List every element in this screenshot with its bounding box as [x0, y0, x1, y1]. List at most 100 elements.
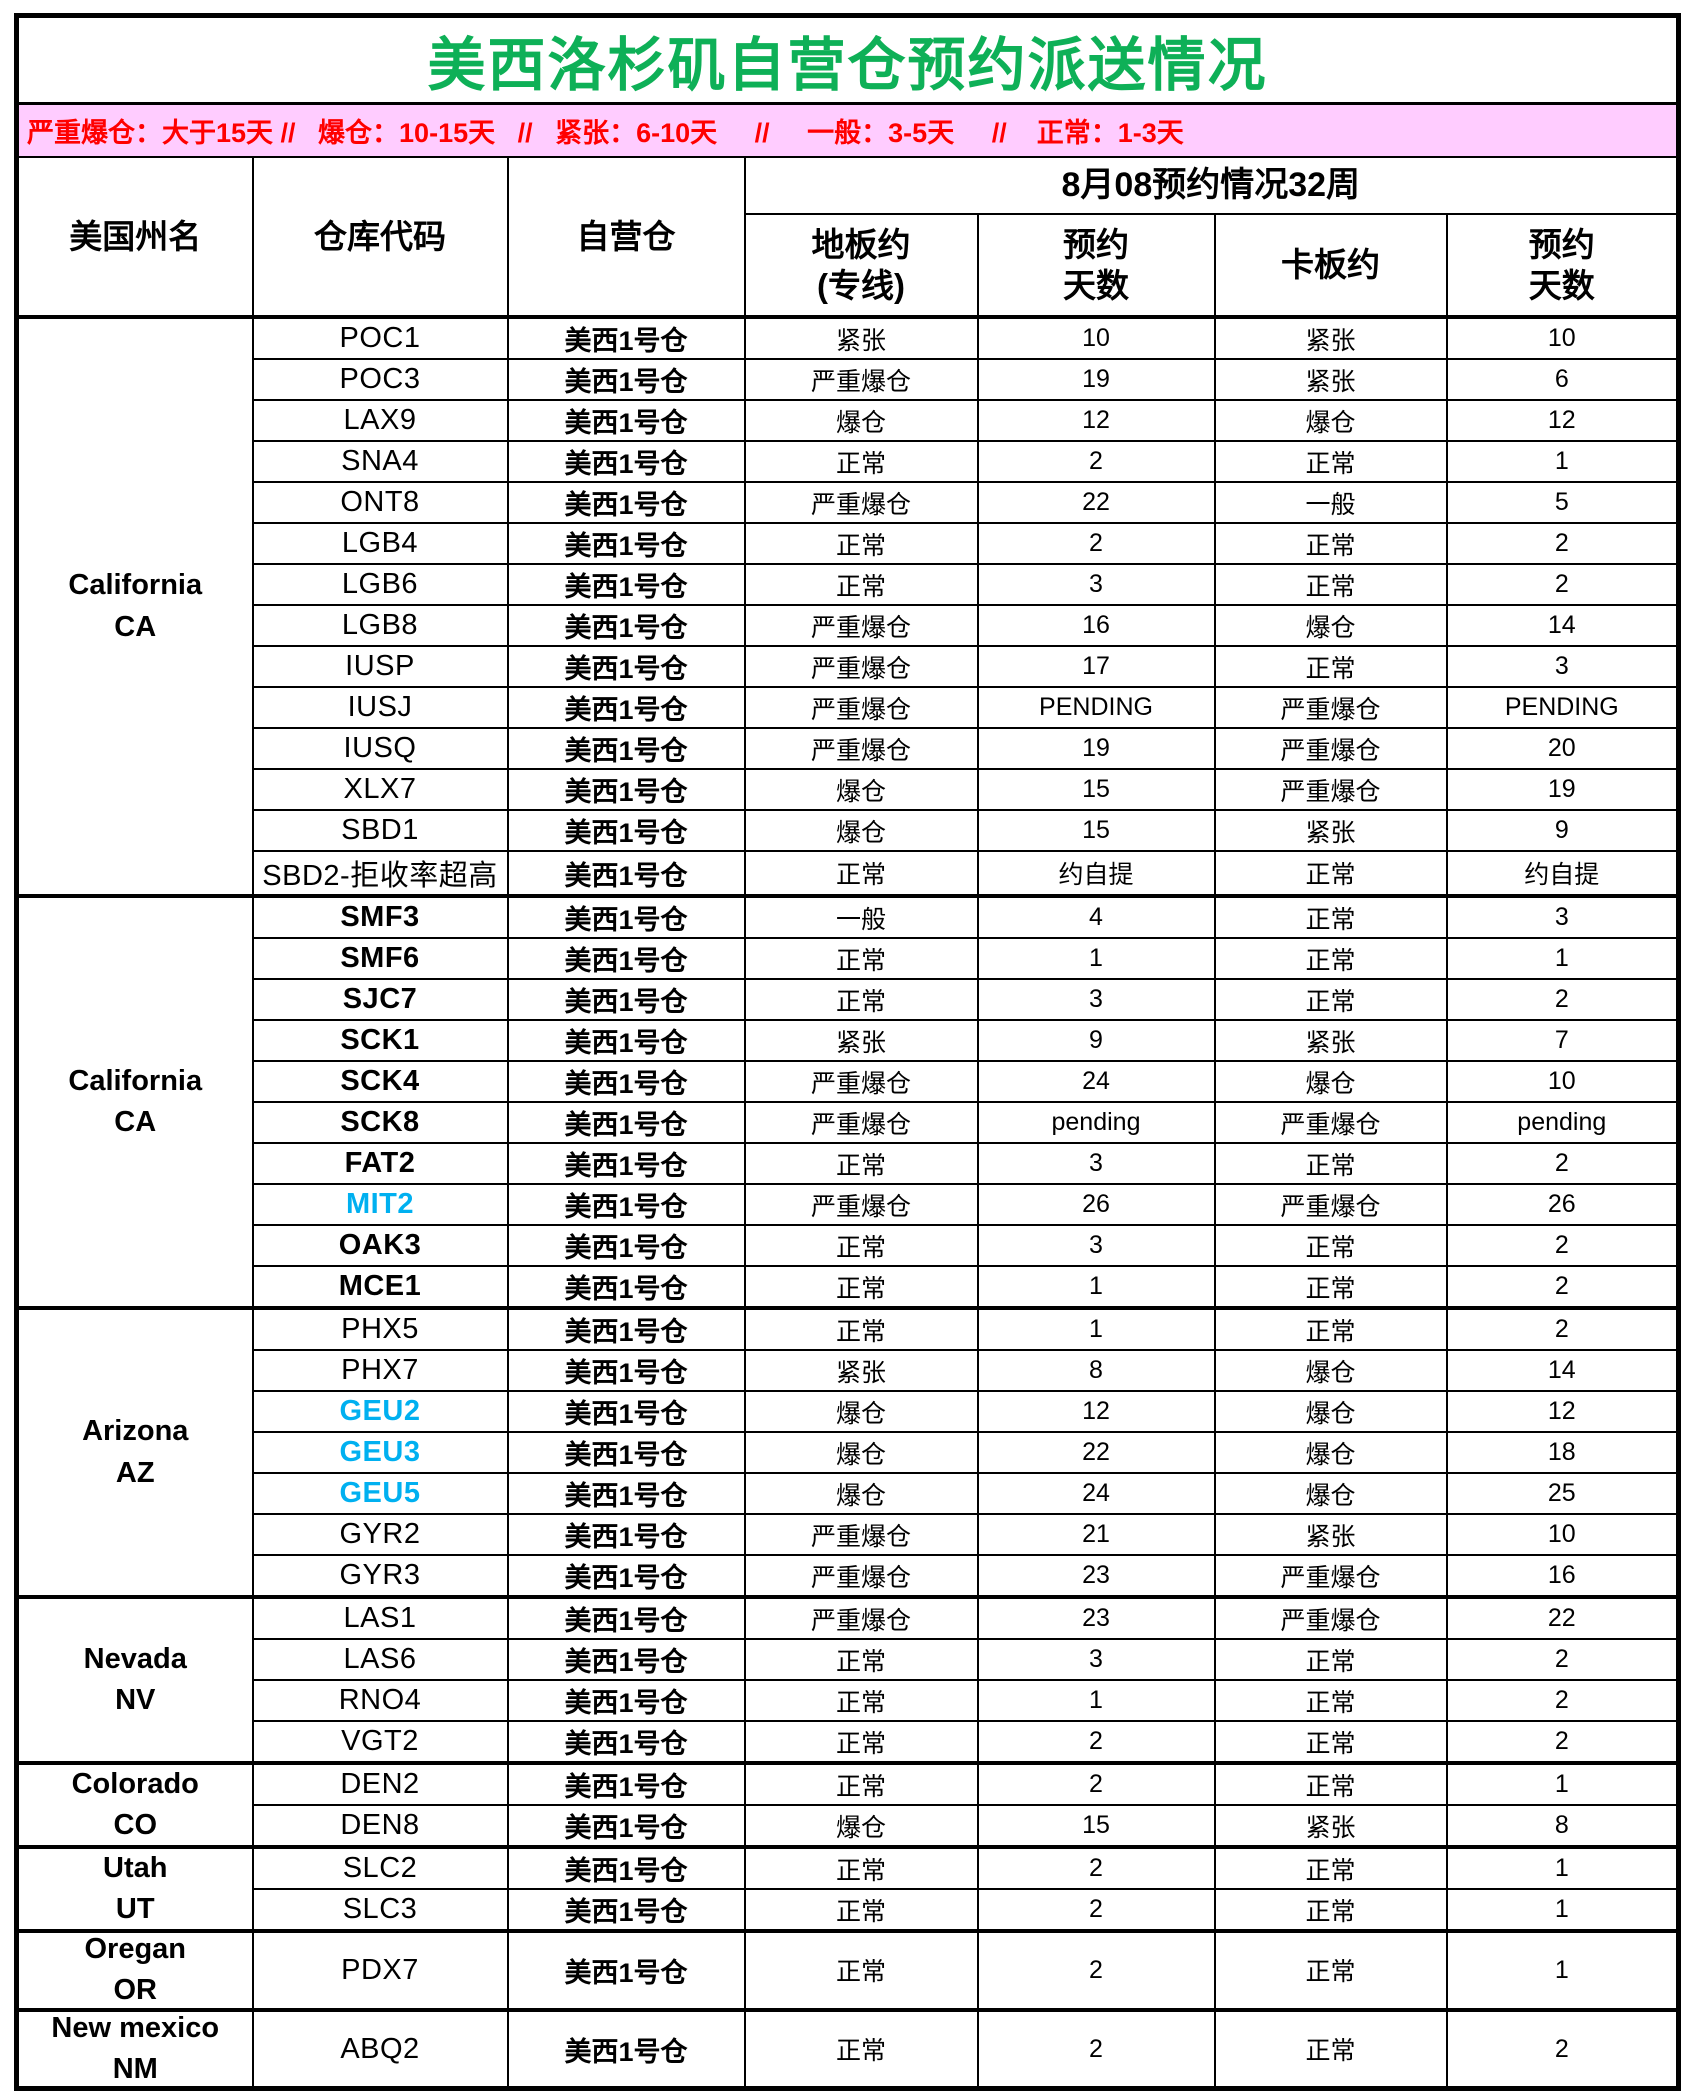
header-pallet-days: 预约 天数 [1445, 213, 1680, 319]
header-pallet-days-line2: 天数 [1528, 267, 1595, 304]
floor-status-cell: 正常 [743, 1679, 979, 1722]
pallet-days-cell: 1 [1445, 1845, 1680, 1890]
own-warehouse-cell: 美西1号仓 [506, 1638, 746, 1681]
pallet-status-cell: 严重爆仓 [1213, 686, 1448, 729]
pallet-days-cell: 26 [1445, 1183, 1680, 1226]
state-cell: Oregan OR [15, 1929, 254, 2011]
floor-days-cell: 22 [976, 481, 1216, 524]
state-cell: Colorado CO [15, 1761, 254, 1848]
floor-days-cell: 8 [976, 1349, 1216, 1392]
header-row-top: 美国州名 仓库代码 自营仓 8月08预约情况32周 [15, 156, 1680, 319]
pallet-days-cell: 1 [1445, 1929, 1680, 2011]
table-row: SNA4 美西1号仓 正常 2 正常 1 [17, 440, 1680, 483]
pallet-status-cell: 正常 [1213, 522, 1448, 565]
floor-days-cell: 3 [976, 1638, 1216, 1681]
table-row: MIT2 美西1号仓 严重爆仓 26 严重爆仓 26 [17, 1183, 1680, 1226]
floor-days-cell: 2 [976, 440, 1216, 483]
own-warehouse-cell: 美西1号仓 [506, 522, 746, 565]
floor-status-cell: 正常 [743, 1929, 979, 2011]
warehouse-code-cell: SCK4 [251, 1060, 509, 1103]
floor-days-cell: 4 [976, 894, 1216, 939]
warehouse-code-cell: POC3 [251, 358, 509, 401]
table-row: GEU2 美西1号仓 爆仓 12 爆仓 12 [17, 1390, 1680, 1433]
pallet-days-cell: 2 [1445, 1142, 1680, 1185]
table-row: POC3 美西1号仓 严重爆仓 19 紧张 6 [17, 358, 1680, 401]
floor-days-cell: 22 [976, 1431, 1216, 1474]
pallet-days-cell: 2 [1445, 1306, 1680, 1351]
floor-status-cell: 正常 [743, 522, 979, 565]
floor-days-cell: 2 [976, 1720, 1216, 1764]
floor-status-cell: 爆仓 [743, 1472, 979, 1515]
header-floor-appointment: 地板约 (专线) [743, 213, 979, 319]
floor-status-cell: 正常 [743, 1265, 979, 1309]
warehouse-code-cell: SNA4 [251, 440, 509, 483]
floor-status-cell: 严重爆仓 [743, 645, 979, 688]
state-abbr: CO [113, 1809, 158, 1841]
pallet-status-cell: 严重爆仓 [1213, 1183, 1448, 1226]
table-row: Utah UT SLC2 美西1号仓 正常 2 正常 1 [15, 1845, 1680, 1932]
floor-status-cell: 正常 [743, 1224, 979, 1267]
floor-days-cell: 21 [976, 1513, 1216, 1556]
floor-days-cell: 2 [976, 1929, 1216, 2011]
pallet-status-cell: 紧张 [1213, 1019, 1448, 1062]
own-warehouse-cell: 美西1号仓 [506, 937, 746, 980]
warehouse-code-cell: FAT2 [251, 1142, 509, 1185]
floor-days-cell: 1 [976, 1679, 1216, 1722]
table-row: SCK1 美西1号仓 紧张 9 紧张 7 [17, 1019, 1680, 1062]
state-cell: California CA [15, 894, 254, 1309]
floor-days-cell: 1 [976, 937, 1216, 980]
legend-bar: 严重爆仓：大于15天 // 爆仓：10-15天 // 紧张：6-10天 // 一… [15, 102, 1680, 158]
table-row: SCK8 美西1号仓 严重爆仓 pending 严重爆仓 pending [17, 1101, 1680, 1144]
pallet-days-cell: 3 [1445, 894, 1680, 939]
floor-status-cell: 正常 [743, 850, 979, 897]
state-cell: California CA [15, 315, 254, 897]
floor-status-cell: 爆仓 [743, 1804, 979, 1848]
warehouse-code-cell: ABQ2 [251, 2007, 509, 2090]
floor-status-cell: 严重爆仓 [743, 727, 979, 770]
warehouse-code-cell: PHX5 [251, 1306, 509, 1351]
state-abbr: CA [114, 1106, 157, 1138]
warehouse-code-cell: VGT2 [251, 1720, 509, 1764]
floor-days-cell: 23 [976, 1595, 1216, 1640]
table-row: IUSJ 美西1号仓 严重爆仓 PENDING 严重爆仓 PENDING [17, 686, 1680, 729]
floor-status-cell: 严重爆仓 [743, 604, 979, 647]
table-row: FAT2 美西1号仓 正常 3 正常 2 [17, 1142, 1680, 1185]
state-abbr: OR [113, 1974, 158, 2007]
pallet-status-cell: 严重爆仓 [1213, 768, 1448, 811]
table-row: DEN8 美西1号仓 爆仓 15 紧张 8 [17, 1804, 1680, 1848]
state-name: Arizona [82, 1415, 189, 1448]
warehouse-code-cell: ONT8 [251, 481, 509, 524]
warehouse-code-cell: SBD2-拒收率超高 [251, 850, 509, 897]
state-name: Oregan [84, 1933, 187, 1965]
floor-status-cell: 正常 [743, 1761, 979, 1806]
floor-status-cell: 爆仓 [743, 399, 979, 442]
state-cell: Utah UT [15, 1845, 254, 1932]
warehouse-code-cell: GEU5 [251, 1472, 509, 1515]
pallet-status-cell: 严重爆仓 [1213, 1595, 1448, 1640]
table-row: LAS6 美西1号仓 正常 3 正常 2 [17, 1638, 1680, 1681]
warehouse-code-cell: OAK3 [251, 1224, 509, 1267]
floor-days-cell: pending [976, 1101, 1216, 1144]
pallet-days-cell: 3 [1445, 645, 1680, 688]
floor-days-cell: 3 [976, 978, 1216, 1021]
floor-days-cell: 24 [976, 1472, 1216, 1515]
floor-days-cell: 24 [976, 1060, 1216, 1103]
pallet-days-cell: PENDING [1445, 686, 1680, 729]
warehouse-code-cell: POC1 [251, 315, 509, 360]
warehouse-code-cell: PHX7 [251, 1349, 509, 1392]
table-row: GYR3 美西1号仓 严重爆仓 23 严重爆仓 16 [17, 1554, 1680, 1598]
own-warehouse-cell: 美西1号仓 [506, 645, 746, 688]
floor-status-cell: 正常 [743, 1720, 979, 1764]
pallet-status-cell: 正常 [1213, 1679, 1448, 1722]
own-warehouse-cell: 美西1号仓 [506, 1060, 746, 1103]
own-warehouse-cell: 美西1号仓 [506, 1679, 746, 1722]
warehouse-code-cell: DEN2 [251, 1761, 509, 1806]
own-warehouse-cell: 美西1号仓 [506, 1804, 746, 1848]
table-row: ONT8 美西1号仓 严重爆仓 22 一般 5 [17, 481, 1680, 524]
warehouse-code-cell: GYR2 [251, 1513, 509, 1556]
warehouse-code-cell: LGB8 [251, 604, 509, 647]
pallet-days-cell: 14 [1445, 1349, 1680, 1392]
warehouse-code-cell: SBD1 [251, 809, 509, 852]
warehouse-code-cell: PDX7 [251, 1929, 509, 2011]
warehouse-code-cell: MCE1 [251, 1265, 509, 1309]
